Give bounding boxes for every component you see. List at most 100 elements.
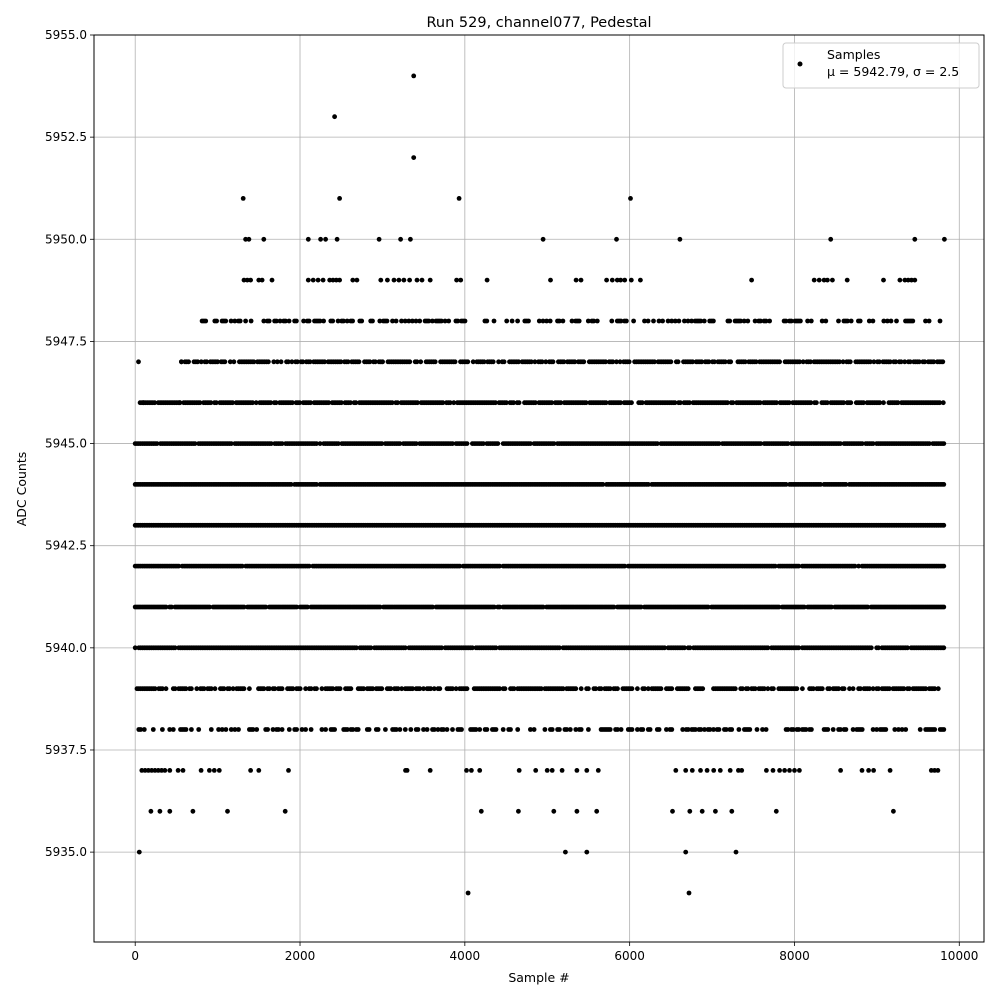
y-tick-label: 5955.0: [45, 28, 87, 42]
sample-point: [866, 768, 871, 773]
sample-point: [393, 727, 399, 732]
sample-point: [175, 768, 181, 773]
sample-point: [635, 686, 640, 692]
sample-point: [286, 727, 292, 732]
sample-point: [923, 318, 928, 324]
sample-point: [543, 359, 549, 365]
sample-point: [213, 400, 219, 406]
sample-point: [574, 808, 580, 814]
sample-point: [747, 727, 753, 732]
sample-point: [635, 727, 640, 732]
y-axis-label: ADC Counts: [14, 452, 29, 527]
sample-point: [278, 359, 284, 365]
sample-point: [941, 645, 947, 651]
sample-point: [843, 727, 849, 732]
sample-point: [225, 808, 230, 814]
sample-point: [484, 318, 490, 324]
sample-point: [686, 890, 692, 896]
sample-point: [450, 441, 455, 446]
sample-point: [511, 400, 516, 406]
sample-point: [899, 727, 905, 732]
sample-point: [576, 318, 582, 324]
sample-point: [186, 359, 192, 365]
sample-point: [941, 563, 947, 569]
sample-point: [669, 686, 675, 692]
sample-point: [207, 768, 212, 773]
sample-point: [230, 686, 236, 692]
sample-point: [495, 441, 501, 446]
sample-point: [189, 686, 194, 692]
sample-point: [150, 727, 156, 732]
sample-point: [594, 808, 600, 814]
sample-point: [136, 849, 142, 855]
sample-point: [462, 318, 468, 324]
sample-point: [901, 686, 907, 692]
sample-point: [818, 482, 823, 487]
legend-entry-label: Samples: [827, 47, 880, 62]
sample-points: [132, 73, 947, 896]
sample-point: [337, 277, 342, 283]
sample-point: [600, 482, 606, 487]
sample-point: [631, 318, 636, 324]
sample-point: [652, 359, 657, 365]
sample-point: [624, 318, 629, 324]
sample-point: [887, 359, 893, 365]
sample-point: [745, 686, 751, 692]
sample-point: [228, 441, 234, 446]
sample-point: [736, 768, 741, 773]
sample-point: [603, 359, 608, 365]
sample-point: [180, 768, 186, 773]
sample-point: [716, 441, 722, 446]
sample-point: [829, 604, 834, 610]
sample-point: [172, 645, 178, 651]
sample-point: [169, 604, 174, 610]
sample-point: [254, 727, 260, 732]
sample-point: [730, 400, 736, 406]
sample-point: [787, 768, 792, 773]
sample-point: [477, 727, 483, 732]
sample-point: [685, 318, 691, 324]
sample-point: [148, 808, 154, 814]
sample-point: [551, 441, 557, 446]
sample-point: [581, 359, 587, 365]
sample-point: [794, 686, 800, 692]
sample-point: [937, 400, 943, 406]
sample-point: [310, 277, 316, 283]
sample-point: [427, 768, 433, 773]
sample-point: [595, 768, 601, 773]
sample-point: [808, 318, 814, 324]
sample-point: [700, 686, 706, 692]
sample-point: [538, 686, 544, 692]
sample-point: [740, 686, 745, 692]
sample-point: [288, 482, 294, 487]
sample-point: [444, 727, 450, 732]
sample-point: [821, 277, 827, 283]
sample-point: [687, 400, 692, 406]
sample-point: [334, 236, 340, 242]
x-tick-label: 8000: [779, 949, 810, 963]
sample-point: [763, 318, 769, 324]
sample-point: [870, 318, 876, 324]
sample-point: [451, 400, 457, 406]
sample-point: [504, 400, 509, 406]
sample-point: [603, 400, 609, 406]
sample-point: [540, 604, 546, 610]
sample-point: [157, 808, 163, 814]
sample-point: [241, 277, 247, 283]
sample-point: [572, 359, 578, 365]
sample-point: [702, 727, 707, 732]
sample-point: [323, 236, 328, 242]
chart-title: Run 529, channel077, Pedestal: [426, 15, 651, 31]
sample-point: [378, 277, 384, 283]
sample-point: [219, 727, 225, 732]
sample-point: [618, 400, 623, 406]
sample-point: [261, 686, 267, 692]
sample-point: [294, 318, 299, 324]
sample-point: [402, 645, 408, 651]
sample-point: [857, 318, 863, 324]
sample-point: [871, 768, 876, 773]
sample-point: [212, 686, 218, 692]
sample-point: [614, 277, 620, 283]
sample-point: [228, 318, 234, 324]
sample-point: [379, 441, 385, 446]
